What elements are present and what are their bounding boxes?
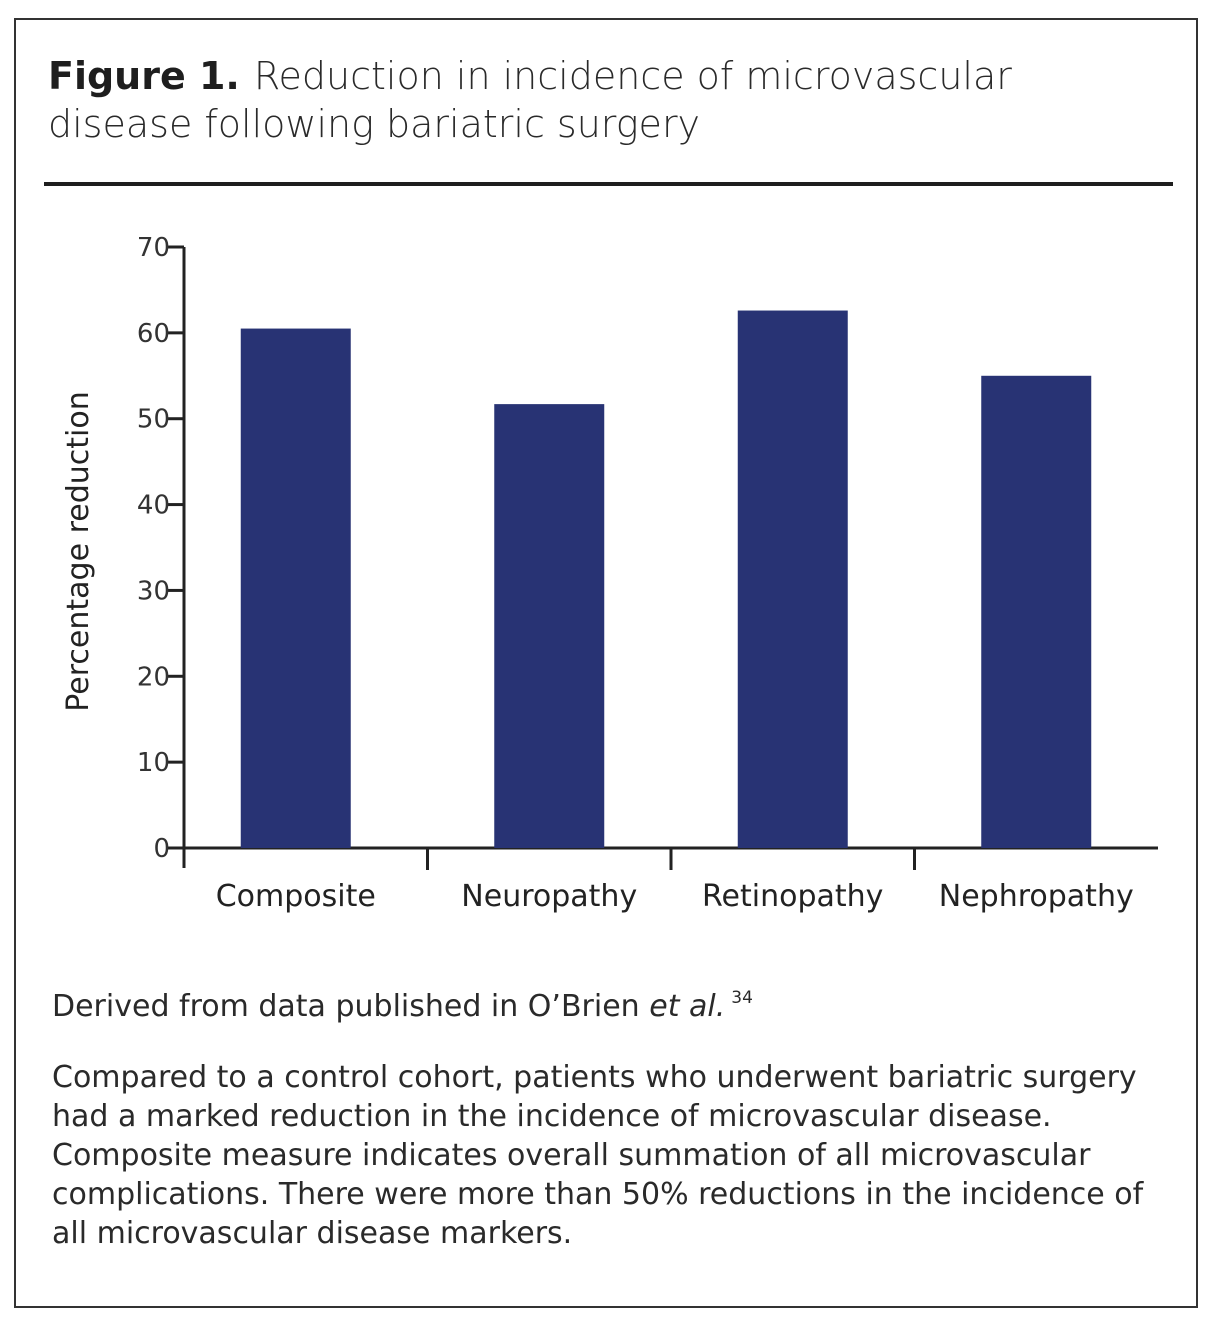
y-tick-label: 50 [137,405,170,435]
x-axis: Composite Neuropathy Retinopathy Nephropath… [168,846,1158,914]
y-tick-label: 70 [137,233,170,263]
y-tick-label: 60 [137,319,170,349]
bars [240,310,1092,848]
title-rule [44,182,1173,186]
figure-frame [14,18,1198,1308]
y-tick-label: 10 [137,748,170,778]
y-axis-title: Percentage reduction [61,391,96,711]
x-category-label: Retinopathy [702,879,883,914]
source-note: Derived from data published in O’Brien e… [52,978,753,1027]
bar-neuropathy [494,404,605,848]
bar-chart: 0 10 20 30 40 50 60 70 Composite Neuropathy Retin… [61,233,1158,914]
source-prefix: Derived from data published in O’Brien [52,989,640,1024]
figure-description: Compared to a control cohort, patients w… [52,1060,1144,1251]
source-etal: et al. [649,989,726,1024]
x-category-label: Neuropathy [461,879,637,914]
source-reference: 34 [731,988,753,1008]
figure-title-text: Reduction in incidence of microvascular … [48,54,1012,146]
y-tick-label: 20 [137,662,170,692]
y-tick-label: 40 [137,491,170,521]
y-tick-label: 30 [137,576,170,606]
bar-nephropathy [981,375,1092,848]
bar-composite [240,328,351,848]
figure-label: Figure 1. [48,54,240,98]
x-category-label: Nephropathy [939,879,1134,914]
x-category-label: Composite [216,879,376,914]
bar-retinopathy [737,310,848,848]
figure-title: Figure 1. Reduction in incidence of micro… [48,52,1168,148]
y-axis: 0 10 20 30 40 50 60 70 [137,233,186,868]
y-tick-label: 0 [153,834,170,864]
